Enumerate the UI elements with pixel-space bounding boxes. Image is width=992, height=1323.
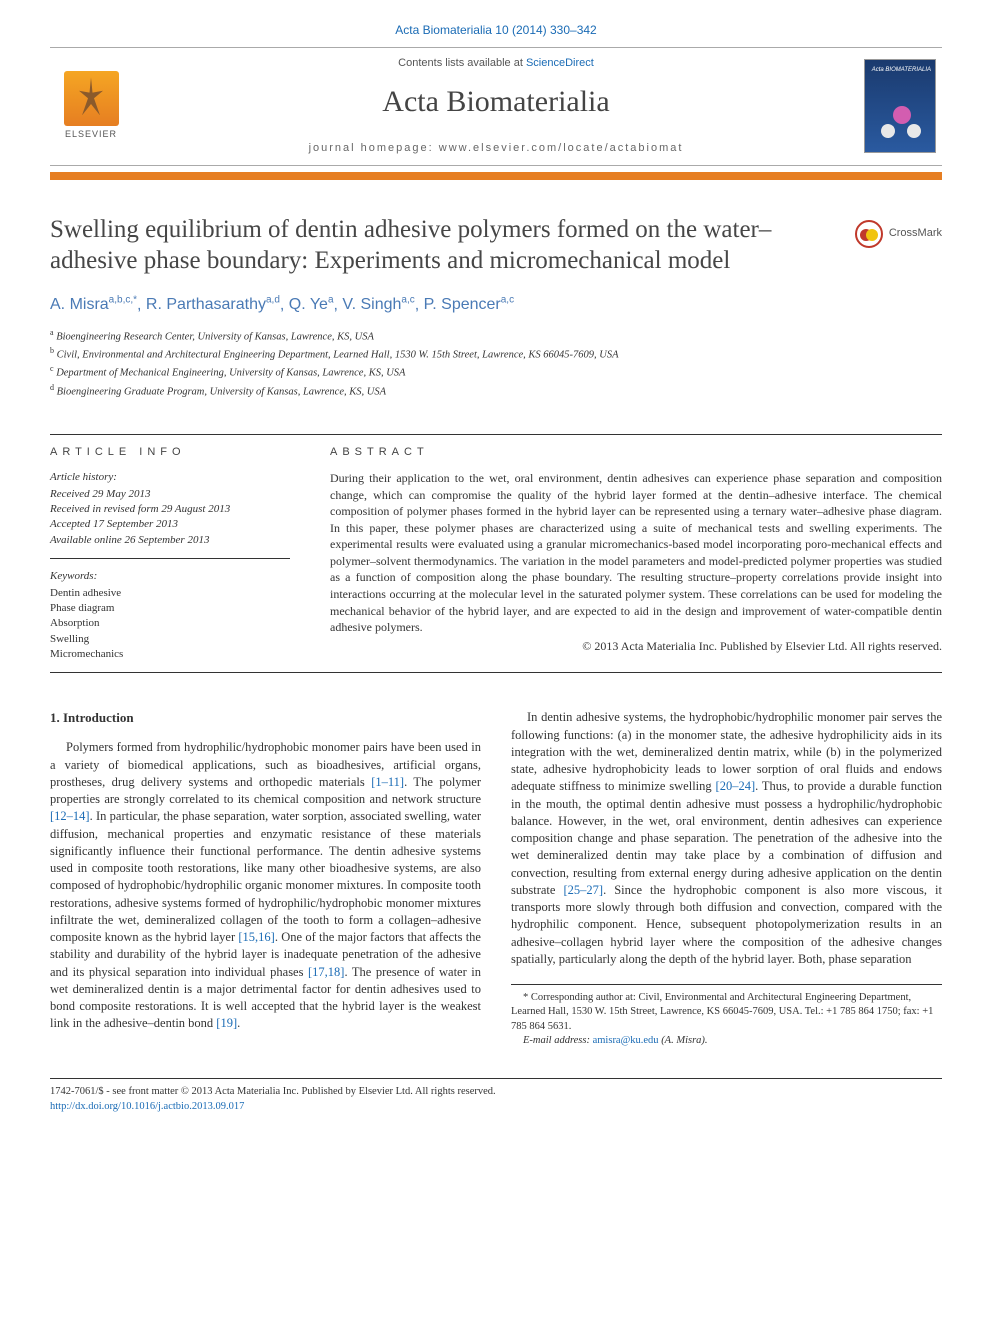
page-footer: 1742-7061/$ - see front matter © 2013 Ac…	[50, 1078, 942, 1138]
article-info-label: ARTICLE INFO	[50, 445, 290, 460]
corresponding-author-block: * Corresponding author at: Civil, Enviro…	[511, 984, 942, 1048]
keywords-heading: Keywords:	[50, 569, 290, 584]
history-heading: Article history:	[50, 470, 290, 485]
body-paragraph: Polymers formed from hydrophilic/hydroph…	[50, 739, 481, 1032]
crossmark-label: CrossMark	[889, 226, 942, 241]
abstract-column: ABSTRACT During their application to the…	[330, 435, 942, 673]
affiliation: a Bioengineering Research Center, Univer…	[50, 327, 942, 345]
history-line: Available online 26 September 2013	[50, 534, 209, 546]
accent-bar	[50, 172, 942, 180]
reference-link[interactable]: [17,18]	[308, 965, 344, 979]
authors-line: A. Misraa,b,c,*, R. Parthasarathya,d, Q.…	[50, 294, 942, 317]
affiliation: d Bioengineering Graduate Program, Unive…	[50, 382, 942, 400]
reference-link[interactable]: [15,16]	[238, 930, 274, 944]
header-citation[interactable]: Acta Biomaterialia 10 (2014) 330–342	[0, 0, 992, 47]
history-line: Received in revised form 29 August 2013	[50, 503, 230, 515]
abstract-label: ABSTRACT	[330, 445, 942, 460]
keyword: Absorption	[50, 617, 100, 629]
crossmark-badge[interactable]: CrossMark	[855, 220, 942, 248]
journal-banner: ELSEVIER Contents lists available at Sci…	[50, 47, 942, 166]
keyword: Dentin adhesive	[50, 587, 121, 599]
keyword: Micromechanics	[50, 648, 123, 660]
homepage-prefix: journal homepage:	[309, 142, 439, 154]
homepage-url[interactable]: www.elsevier.com/locate/actabiomat	[439, 142, 684, 154]
affiliation: b Civil, Environmental and Architectural…	[50, 345, 942, 363]
journal-name: Acta Biomaterialia	[156, 81, 836, 123]
publisher-name: ELSEVIER	[65, 128, 117, 141]
abstract-copyright: © 2013 Acta Materialia Inc. Published by…	[330, 638, 942, 655]
abstract-text: During their application to the wet, ora…	[330, 470, 942, 635]
article-history-block: Article history: Received 29 May 2013 Re…	[50, 470, 290, 559]
journal-cover-thumbnail[interactable]: Acta BIOMATERIALIA	[864, 59, 936, 153]
corr-text: Corresponding author at: Civil, Environm…	[511, 992, 933, 1031]
reference-link[interactable]: [19]	[216, 1016, 237, 1030]
corr-star: *	[523, 992, 531, 1003]
history-line: Accepted 17 September 2013	[50, 518, 178, 530]
reference-link[interactable]: [1–11]	[371, 775, 404, 789]
author[interactable]: V. Singha,c	[342, 296, 414, 313]
reference-link[interactable]: [25–27]	[563, 883, 603, 897]
corr-email-link[interactable]: amisra@ku.edu	[593, 1035, 659, 1046]
email-suffix: (A. Misra).	[659, 1035, 708, 1046]
keyword: Phase diagram	[50, 602, 114, 614]
article-body: 1. Introduction Polymers formed from hyd…	[50, 709, 942, 1047]
author[interactable]: A. Misraa,b,c,*	[50, 296, 137, 313]
publisher-block: ELSEVIER	[56, 67, 156, 145]
contents-prefix: Contents lists available at	[398, 57, 526, 69]
elsevier-tree-icon	[64, 71, 119, 126]
cover-graphic-icon	[877, 104, 925, 144]
author[interactable]: P. Spencera,c	[424, 296, 514, 313]
affiliation: c Department of Mechanical Engineering, …	[50, 363, 942, 381]
contents-available-line: Contents lists available at ScienceDirec…	[156, 56, 836, 71]
section-heading-introduction: 1. Introduction	[50, 709, 481, 727]
body-paragraph: In dentin adhesive systems, the hydropho…	[511, 709, 942, 968]
crossmark-icon	[855, 220, 883, 248]
affiliations: a Bioengineering Research Center, Univer…	[50, 327, 942, 400]
cover-journal-title: Acta BIOMATERIALIA	[872, 66, 931, 74]
journal-homepage-line: journal homepage: www.elsevier.com/locat…	[156, 141, 836, 156]
keywords-block: Keywords: Dentin adhesive Phase diagram …	[50, 569, 290, 662]
history-line: Received 29 May 2013	[50, 488, 150, 500]
doi-link[interactable]: http://dx.doi.org/10.1016/j.actbio.2013.…	[50, 1101, 244, 1112]
elsevier-logo[interactable]: ELSEVIER	[56, 67, 126, 145]
reference-link[interactable]: [20–24]	[716, 779, 756, 793]
reference-link[interactable]: [12–14]	[50, 809, 90, 823]
article-info-column: ARTICLE INFO Article history: Received 2…	[50, 435, 290, 673]
keyword: Swelling	[50, 633, 89, 645]
footer-front-matter: 1742-7061/$ - see front matter © 2013 Ac…	[50, 1085, 942, 1100]
email-label: E-mail address:	[523, 1035, 593, 1046]
article-title: Swelling equilibrium of dentin adhesive …	[50, 214, 810, 277]
author[interactable]: R. Parthasarathya,d	[146, 296, 280, 313]
author[interactable]: Q. Yea	[289, 296, 334, 313]
sciencedirect-link[interactable]: ScienceDirect	[526, 57, 594, 69]
